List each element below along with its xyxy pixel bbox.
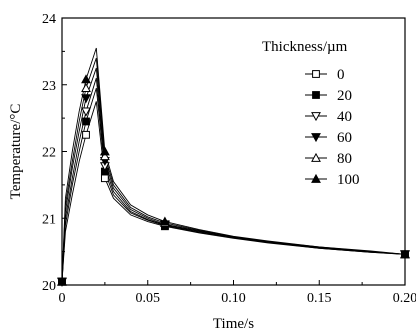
- x-axis-title: Time/s: [213, 316, 254, 332]
- series-100-marker: [99, 146, 110, 156]
- series-100-marker: [57, 276, 67, 286]
- legend-label-40: 40: [337, 109, 352, 125]
- y-tick-label: 23: [42, 79, 56, 94]
- legend-marker-60: [311, 133, 321, 143]
- x-tick-label: 0.20: [393, 291, 416, 306]
- y-axis-title: Temperature/°C: [8, 104, 24, 200]
- series-80-marker: [99, 151, 110, 161]
- series-0-marker: [82, 130, 90, 139]
- series-line-100: [61, 47, 406, 282]
- series-20-marker: [82, 117, 90, 126]
- legend-marker-100: [311, 173, 321, 183]
- series-60-marker: [81, 94, 91, 104]
- series-lines: [61, 47, 406, 282]
- legend-label-60: 60: [337, 130, 352, 146]
- legend-marker-80: [311, 152, 321, 162]
- x-tick-label: 0.10: [221, 291, 246, 306]
- x-tick-label: 0: [59, 291, 66, 306]
- series-markers: [57, 74, 410, 287]
- x-tick-label: 0.15: [307, 291, 332, 306]
- x-tick-label: 0.05: [136, 291, 161, 306]
- series-100-marker: [159, 216, 170, 226]
- y-tick-label: 24: [42, 12, 56, 27]
- series-100-marker: [400, 249, 410, 259]
- series-80-marker: [81, 82, 91, 92]
- legend-marker-0: [312, 70, 320, 78]
- y-tick-label: 21: [42, 212, 56, 227]
- legend-label-0: 0: [337, 67, 345, 83]
- series-0-marker: [100, 174, 109, 183]
- legend: 0 20 40 60 80 100: [305, 67, 360, 188]
- legend-title: Thickness/µm: [262, 39, 348, 55]
- legend-label-80: 80: [337, 151, 352, 167]
- legend-label-100: 100: [337, 172, 360, 188]
- y-tick-label: 20: [42, 279, 56, 294]
- series-100-marker: [81, 74, 91, 84]
- y-tick-label: 22: [42, 146, 56, 161]
- series-40-marker: [81, 107, 91, 117]
- legend-label-20: 20: [337, 88, 352, 104]
- legend-marker-40: [311, 112, 321, 122]
- axis-ticks: 0 0.05 0.10 0.15 0.20 20 21 22 23 24: [42, 12, 416, 306]
- legend-marker-20: [312, 91, 320, 99]
